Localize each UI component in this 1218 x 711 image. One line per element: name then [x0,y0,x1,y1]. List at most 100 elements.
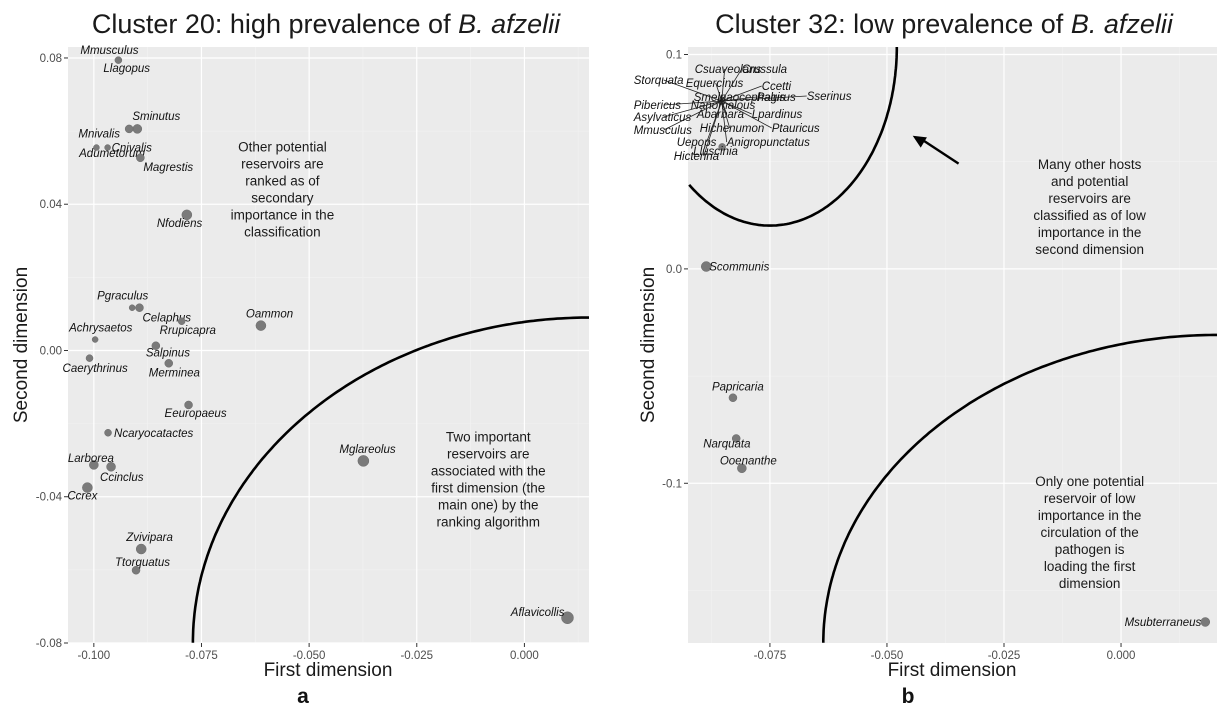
point-label-ooenanthe: Ooenanthe [720,455,777,467]
annotation-line: reservoir of low [1044,491,1136,506]
point-label-papricaria: Papricaria [712,382,764,394]
x-tick-label: -0.025 [400,650,433,662]
point-rrupicapra [177,317,186,325]
annotation-line: classified as of low [1033,208,1146,223]
leader-line-pagirus [721,96,757,102]
point-caerythrinus [85,354,94,362]
point-label-crussula: Crussula [742,64,787,76]
point-label-scommunis: Scommunis [709,262,769,274]
x-tick-label: -0.050 [871,650,904,662]
point-label-ccinclus: Ccinclus [100,472,144,484]
panel-a-y-axis-title: Second dimension [11,267,32,423]
point-mnivalis [93,144,100,151]
annotation-line: dimension [1059,576,1121,591]
point-label-adumetorum: Adumetorum [78,148,145,160]
y-tick-label: 0.08 [40,53,62,65]
point-scommunis [701,261,712,272]
annotation-line: ranked as of [245,174,320,189]
annotation-line: main one) by the [438,498,539,513]
panel-a-plot-area [68,47,589,643]
point-label-rrupicapra: Rrupicapra [160,325,216,337]
point-ncaryocatactes [104,429,112,437]
annotation-line: and potential [1051,174,1128,189]
point-label-abarbara: Abarbara [696,109,744,121]
panel-a-curves [191,316,589,643]
annotation-line: ranking algorithm [436,515,540,530]
point-label-merminea: Merminea [149,367,200,379]
point-label-hichenumon: Hichenumon [700,123,765,135]
panel-b-x-axis-title: First dimension [888,660,1017,681]
point-sminutus [132,124,143,134]
annotation-line: reservoirs are [1048,191,1131,206]
point-label-equercinus: Equercinus [686,78,744,90]
point-label-ptauricus: Ptauricus [772,123,820,135]
annotation-arrow-head [912,135,927,148]
annotation-text-2: Only one potential reservoir of low import… [1035,474,1144,591]
point-label-ccetti: Ccetti [762,81,792,93]
panel-b: Cluster 32: low prevalence of B. afzelii… [633,9,1217,708]
panel-a-points: Mmusculus Llagopus Sminutus Mnivalis Cnivali… [63,45,574,625]
point-label-nfodiens: Nfodiens [157,218,203,230]
panel-b-curves [688,47,1217,643]
annotation-line: first dimension (the [431,481,545,496]
x-tick-label: -0.075 [754,650,787,662]
annotation-text-2: Two important reservoirs are associated wi… [431,430,546,530]
leader-line-hichenumon [721,100,731,129]
x-tick-label: -0.025 [988,650,1021,662]
point-label-pgraculus: Pgraculus [97,291,148,303]
x-tick-label: -0.050 [293,650,326,662]
leader-line-sserinus [721,95,807,102]
panel-a-letter: a [297,685,309,708]
panel-b-title: Cluster 32: low prevalence of B. afzelii [715,9,1174,39]
annotation-line: importance in the [1038,508,1142,523]
point-label-pibericus: Pibericus [634,100,682,112]
point-label-smelnaocephalus: Smelnaocephalus [694,92,786,104]
boundary-curve [688,47,899,227]
point-label-narquata: Narquata [703,438,750,450]
point-label-mmusculus: Mmusculus [634,125,692,137]
point-label-asylvaticus: Asylvaticus [633,112,692,124]
annotation-line: importance in the [1038,225,1142,240]
point-label-sserinus: Sserinus [807,91,852,103]
point-label-ncaryocatactes: Ncaryocatactes [114,428,194,440]
boundary-curve [822,333,1217,643]
point-nfodiens [181,209,193,221]
point-achrysaetos [91,336,99,343]
point-aflavicollis [561,611,574,625]
annotation-line: classification [244,225,321,240]
point-ccinclus [106,462,116,472]
point-label-csuaveolans: Csuaveolans [695,64,762,76]
point-label-storquata: Storquata [634,75,684,87]
annotation-line: importance in the [231,208,335,223]
point-label-sminutus: Sminutus [132,111,180,123]
leader-line-ptauricus [721,100,772,129]
annotation-arrow-line [920,137,960,165]
point-label-eeuropaeus: Eeuropaeus [165,408,227,420]
annotation-line: Other potential [238,140,327,155]
point-label-hicterina: Hicterina [674,151,719,163]
annotation-line: secondary [251,191,314,206]
leader-line-csuaveolans [721,68,726,102]
point-adumetorum [124,124,134,134]
x-tick-label: -0.100 [78,650,111,662]
leader-line-smelnaocephalus [721,96,725,102]
annotation-line: pathogen is [1055,542,1125,557]
point-msubterraneus [1200,617,1211,627]
panel-b-letter: b [902,685,915,708]
annotation-line: Two important [446,430,531,445]
point-label-magrestis: Magrestis [143,162,193,174]
annotation-line: reservoirs are [241,157,324,172]
point-narquata [731,434,741,443]
leader-line-crussula [721,68,743,102]
y-tick-label: 0.0 [666,264,682,276]
point-label-zvivipara: Zvivipara [125,532,173,544]
leader-line-hicterina [703,100,723,157]
panel-b-ticks: -0.075 -0.050 -0.025 0.000 -0.1 0.0 0.1 [662,50,1135,662]
point-label-oammon: Oammon [246,309,293,321]
point-label-ttorquatus: Ttorquatus [115,557,170,569]
point-mglareolus [357,455,370,467]
point-eeuropaeus [184,400,193,410]
boundary-curve [191,316,589,643]
y-tick-label: -0.08 [36,638,62,650]
panel-a-title: Cluster 20: high prevalence of B. afzeli… [92,9,561,39]
